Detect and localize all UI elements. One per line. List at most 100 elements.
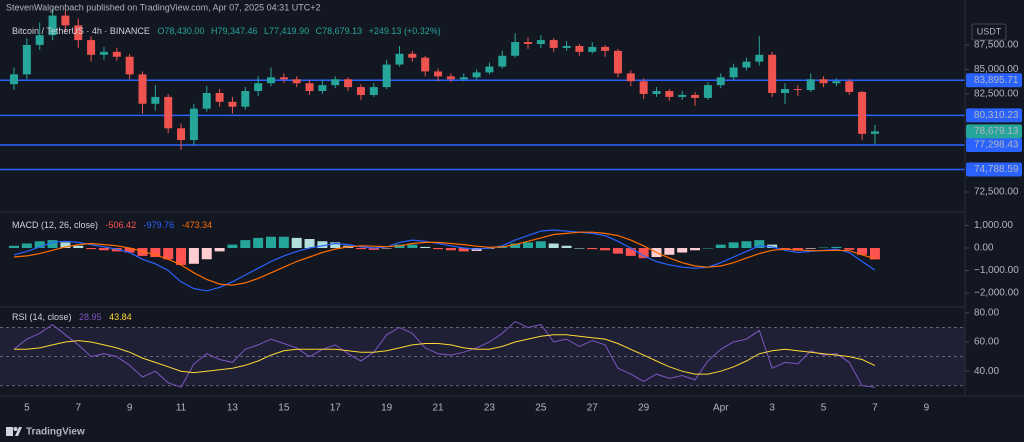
candle-body: [202, 92, 211, 109]
x-tick-label: 5: [24, 403, 30, 414]
histogram-bar: [304, 239, 315, 249]
histogram-bar: [330, 242, 341, 249]
histogram-bar: [702, 248, 713, 249]
histogram-bar: [98, 248, 109, 251]
candle-body: [215, 92, 224, 102]
footer-brand[interactable]: TradingView: [26, 427, 85, 438]
candle-body: [331, 79, 340, 86]
y-tick-label: −1,000.00: [974, 265, 1019, 276]
currency[interactable]: USDT: [977, 26, 1002, 36]
last-price-tag: [966, 124, 1022, 139]
candle-body: [395, 53, 404, 65]
x-tick-label: 23: [484, 403, 496, 414]
histogram-bar: [664, 248, 675, 255]
candle-body: [254, 83, 263, 92]
y-tick-label: 82,500.00: [974, 89, 1019, 100]
histogram-bar: [176, 248, 187, 265]
candle-body: [48, 15, 57, 36]
macd-legend-value: -473.34: [182, 220, 213, 230]
histogram-bar: [445, 248, 456, 251]
histogram-bar: [60, 242, 71, 249]
candle-body: [549, 40, 558, 48]
rsi-legend-value: 28.95: [79, 312, 102, 322]
macd-legend-value: -506.42: [106, 220, 137, 230]
candle-body: [125, 56, 134, 75]
ohlc-high: H79,347.46: [211, 26, 258, 36]
candle-body: [845, 81, 854, 93]
candle-body: [74, 25, 83, 41]
macd-line: [13, 229, 876, 292]
currency-box[interactable]: [971, 23, 1007, 41]
ohlc-open: O78,430.00: [157, 26, 204, 36]
histogram-bar: [728, 242, 739, 249]
histogram-bar: [34, 241, 45, 249]
histogram-bar: [625, 248, 636, 256]
candle-body: [575, 45, 584, 52]
level-tag-label: 80,310.23: [974, 110, 1019, 121]
price-axis: 87,500.00 85,000.00 82,500.00 72,500.00 83,8…: [24, 40, 1022, 414]
candle-body: [742, 61, 751, 68]
x-tick-label: 21: [432, 403, 444, 414]
candle-body: [189, 108, 198, 141]
candle-body: [832, 81, 841, 84]
symbol-legend: Bitcoin / TetherUS · 4h · BINANCE O78,43…: [12, 26, 441, 36]
histogram-bar: [638, 248, 649, 259]
histogram-bar: [266, 236, 276, 249]
level-tag: [966, 108, 1022, 123]
y-tick-label: 72,500.00: [974, 187, 1019, 198]
candle-body: [601, 46, 610, 51]
x-tick-label: 9: [924, 403, 930, 414]
y-tick-label: 87,500.00: [974, 40, 1019, 51]
y-tick-label: 0.00: [974, 243, 994, 254]
candle-body: [729, 67, 738, 78]
candle-body: [61, 15, 70, 26]
candle-body: [99, 51, 108, 55]
histogram-bar: [47, 240, 58, 249]
level-tag: [966, 73, 1022, 88]
y-tick-label: 85,000.00: [974, 64, 1019, 75]
candle-body: [356, 87, 365, 95]
tradingview-logo[interactable]: [6, 427, 22, 436]
histogram-bar: [227, 244, 238, 249]
histogram-bar: [857, 248, 868, 255]
candle-body: [524, 42, 532, 44]
x-tick-label: 7: [75, 403, 81, 414]
level-tag: [966, 137, 1022, 152]
candle-body: [164, 96, 173, 129]
level-tag-label: 77,298.43: [974, 140, 1019, 151]
histogram-bar: [163, 248, 174, 260]
histogram-bar: [844, 248, 855, 250]
candle-body: [716, 77, 725, 86]
candle-body: [35, 35, 44, 45]
rsi-title: RSI (14, close): [12, 312, 72, 322]
candle-body: [768, 54, 777, 93]
histogram-bar: [600, 248, 611, 251]
histogram-bar: [73, 245, 84, 249]
candle-body: [22, 44, 31, 75]
candle-body: [292, 79, 301, 84]
candle-body: [318, 85, 327, 92]
candle-body: [639, 81, 648, 94]
x-tick-label: 25: [535, 403, 547, 414]
histogram-bar: [869, 248, 880, 260]
histogram-bar: [458, 248, 469, 252]
candle-body: [806, 79, 815, 91]
rsi-line: [13, 321, 875, 388]
candle-body: [626, 73, 635, 82]
level-tag-label: 83,895.71: [974, 75, 1019, 86]
histogram-bar: [240, 240, 251, 249]
y-tick-label: 1,000.00: [974, 220, 1013, 231]
x-tick-label: 5: [821, 403, 827, 414]
histogram-bar: [278, 236, 289, 249]
x-tick-label: 9: [127, 403, 133, 414]
histogram-bar: [355, 248, 366, 250]
x-tick-label: 19: [381, 403, 393, 414]
histogram-bar: [253, 237, 264, 249]
candle-body: [151, 96, 160, 104]
histogram-bar: [9, 245, 19, 249]
histogram-bar: [317, 241, 328, 249]
candle-body: [344, 79, 353, 88]
candle-body: [870, 131, 879, 134]
x-tick-label: 7: [872, 403, 878, 414]
